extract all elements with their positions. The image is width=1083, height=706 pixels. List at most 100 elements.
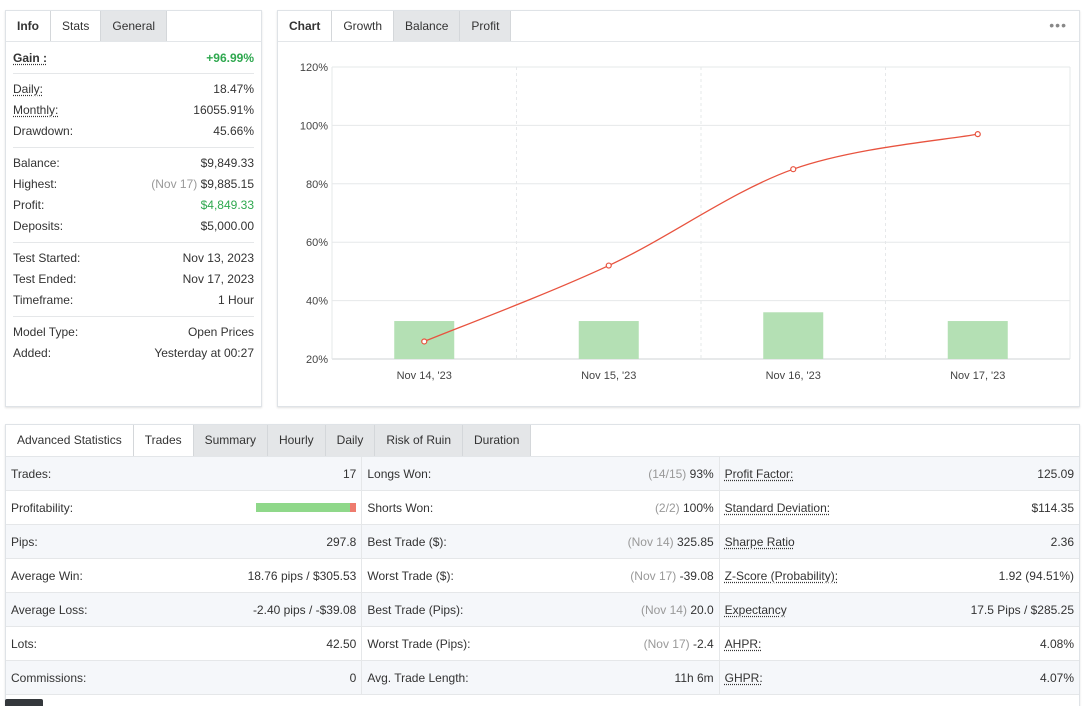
adv-value-text: -39.08 <box>679 568 714 583</box>
tab-summary[interactable]: Summary <box>193 425 268 456</box>
stat-row-added: Added: Yesterday at 00:27 <box>13 342 254 363</box>
growth-bar <box>763 312 824 359</box>
y-tick-label: 20% <box>306 354 328 366</box>
adv-label[interactable]: Expectancy <box>724 602 787 617</box>
adv-value-text: $114.35 <box>1031 500 1075 515</box>
stat-label: Test Ended: <box>13 271 77 286</box>
adv-value: 297.8 <box>326 535 356 549</box>
adv-row-shorts-won: Shorts Won: (2/2) 100% <box>362 491 719 525</box>
adv-label: Avg. Trade Length: <box>367 670 469 685</box>
adv-label: Best Trade ($): <box>367 534 447 549</box>
adv-value-text: 42.50 <box>326 636 357 651</box>
stat-value-text: 1 Hour <box>217 292 254 307</box>
y-tick-label: 60% <box>306 237 328 249</box>
gain-value: +96.99% <box>206 51 254 65</box>
tab-profit[interactable]: Profit <box>460 11 512 41</box>
stat-row-test-started: Test Started: Nov 13, 2023 <box>13 247 254 268</box>
adv-value: 2.36 <box>1051 535 1074 549</box>
adv-label[interactable]: AHPR: <box>724 636 762 651</box>
growth-bar <box>947 321 1008 359</box>
adv-value-text: 0 <box>349 670 357 685</box>
y-tick-label: 120% <box>300 62 328 74</box>
adv-label: Commissions: <box>11 670 87 685</box>
growth-point <box>421 338 428 345</box>
stat-value-text: Open Prices <box>187 324 254 339</box>
chart-panel: Chart Growth Balance Profit ••• 120% 100%… <box>277 10 1080 407</box>
stat-label: Timeframe: <box>13 292 74 307</box>
stat-value-text: Nov 17, 2023 <box>182 271 254 286</box>
adv-value-text: 297.8 <box>326 534 357 549</box>
stat-value-text: $9,885.15 <box>200 176 254 191</box>
stat-label: Drawdown: <box>13 123 74 138</box>
tab-risk-of-ruin[interactable]: Risk of Ruin <box>375 425 464 456</box>
adv-value: 11h 6m <box>675 671 714 685</box>
stat-value-text: Nov 13, 2023 <box>182 250 254 265</box>
adv-label: Profitability: <box>11 500 74 515</box>
stat-row-monthly: Monthly: 16055.91% <box>13 99 254 120</box>
x-tick-label: Nov 15, '23 <box>581 370 636 382</box>
stat-value-text: 16055.91% <box>193 102 254 117</box>
stat-value: Nov 13, 2023 <box>183 251 254 265</box>
adv-label: Average Loss: <box>11 602 88 617</box>
adv-row-best-trade-pips: Best Trade (Pips): (Nov 14) 20.0 <box>362 593 719 627</box>
tab-hourly[interactable]: Hourly <box>267 425 326 456</box>
more-dots-icon[interactable]: ••• <box>1049 17 1067 33</box>
stat-label[interactable]: Daily: <box>13 81 44 96</box>
stat-label[interactable]: Monthly: <box>13 102 59 117</box>
tab-daily[interactable]: Daily <box>325 425 376 456</box>
stat-value: 18.47% <box>213 82 254 96</box>
adv-value: 17 <box>343 467 356 481</box>
stat-value: $5,000.00 <box>201 219 254 233</box>
stat-value-text: 18.47% <box>213 81 254 96</box>
y-tick-label: 80% <box>306 179 328 191</box>
adv-row-ahpr: AHPR: 4.08% <box>719 627 1079 661</box>
adv-value: 4.08% <box>1040 637 1074 651</box>
tab-duration[interactable]: Duration <box>463 425 532 456</box>
tab-info[interactable]: Info <box>6 11 51 41</box>
stat-value: Nov 17, 2023 <box>183 272 254 286</box>
adv-value-text: 4.08% <box>1039 636 1074 651</box>
gain-label[interactable]: Gain : <box>13 51 48 65</box>
adv-value: (Nov 17) -2.4 <box>644 637 714 651</box>
x-tick-label: Nov 17, '23 <box>950 370 1005 382</box>
stat-value: 1 Hour <box>218 293 254 307</box>
y-tick-label: 100% <box>300 120 328 132</box>
adv-value-text: 17 <box>342 466 357 481</box>
tab-general[interactable]: General <box>101 11 168 41</box>
adv-label[interactable]: GHPR: <box>724 670 763 685</box>
adv-label: Best Trade (Pips): <box>367 602 464 617</box>
advanced-grid: Trades: 17 Profitability: Pips: 297.8 Average… <box>6 457 1079 695</box>
growth-bar <box>578 321 639 359</box>
tab-advanced-statistics[interactable]: Advanced Statistics <box>6 425 134 456</box>
adv-value-text: -2.40 pips / -$39.08 <box>252 602 357 617</box>
adv-row-lots: Lots: 42.50 <box>6 627 362 661</box>
stat-row-daily: Daily: 18.47% <box>13 78 254 99</box>
stat-label: Test Started: <box>13 250 81 265</box>
adv-value-text: 325.85 <box>676 534 714 549</box>
stat-value: 45.66% <box>213 124 254 138</box>
adv-label[interactable]: Sharpe Ratio <box>724 534 795 549</box>
stat-row-drawdown: Drawdown: 45.66% <box>13 120 254 141</box>
adv-value: (14/15) 93% <box>648 467 713 481</box>
tab-balance[interactable]: Balance <box>394 11 461 41</box>
tab-stats[interactable]: Stats <box>51 11 102 41</box>
adv-value: 17.5 Pips / $285.25 <box>971 603 1074 617</box>
adv-value-text: 18.76 pips / $305.53 <box>247 568 357 583</box>
adv-label[interactable]: Z-Score (Probability): <box>724 568 839 583</box>
adv-value-text: 17.5 Pips / $285.25 <box>970 602 1074 617</box>
adv-row-ghpr: GHPR: 4.07% <box>719 661 1079 695</box>
adv-note: (2/2) <box>654 500 680 515</box>
adv-note: (Nov 17) <box>630 568 677 583</box>
tab-chart[interactable]: Chart <box>278 11 333 41</box>
adv-label[interactable]: Standard Deviation: <box>724 500 831 515</box>
adv-value-text: 4.07% <box>1039 670 1074 685</box>
adv-row-sharpe-ratio: Sharpe Ratio 2.36 <box>719 525 1079 559</box>
chart-tabs: Chart Growth Balance Profit <box>278 11 1079 42</box>
gain-row: Gain : +96.99% <box>13 46 254 70</box>
tab-growth[interactable]: Growth <box>332 11 395 41</box>
stat-label: Deposits: <box>13 218 64 233</box>
corner-button[interactable] <box>5 699 43 706</box>
adv-label[interactable]: Profit Factor: <box>724 466 794 481</box>
tab-trades[interactable]: Trades <box>133 425 194 456</box>
adv-label: Average Win: <box>11 568 83 583</box>
